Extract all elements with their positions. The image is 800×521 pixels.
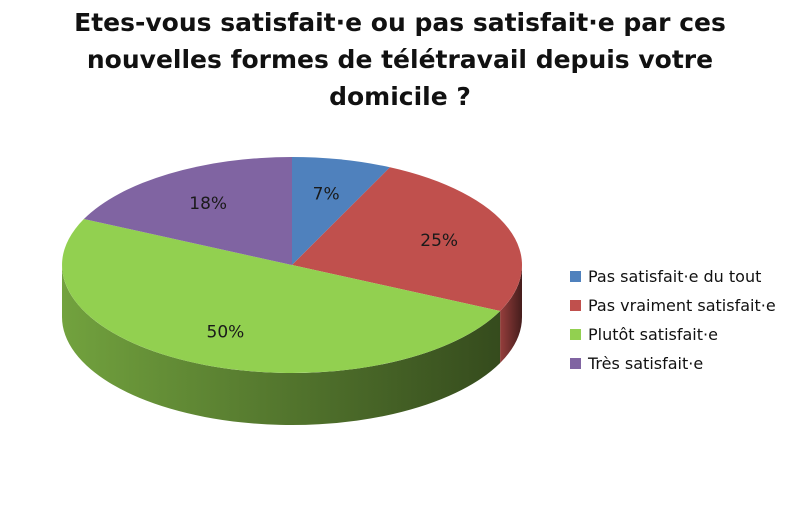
chart-title-line-2: nouvelles formes de télétravail depuis v… (86, 45, 714, 74)
data-label-tres-satisfait-e: 18% (189, 194, 227, 214)
legend-swatch (570, 271, 581, 282)
chart-title-line-1: Etes-vous satisfait·e ou pas satisfait·e… (74, 8, 726, 37)
pie-slice-plutot-satisfait-e (62, 219, 501, 373)
pie-slice-pas-satisfait-e-du-tout (292, 157, 390, 265)
pie-data-labels: 7% 25% 50% 18% (189, 184, 458, 342)
pie-side-walls (61, 265, 522, 425)
legend-item-plutot-satisfait: Plutôt satisfait·e (570, 320, 776, 349)
chart-title-line-3: domicile ? (329, 82, 471, 111)
legend-label: Très satisfait·e (588, 354, 704, 373)
chart-legend: Pas satisfait·e du tout Pas vraiment sat… (570, 262, 776, 378)
pie-side-plutot-satisfait-e (61, 265, 501, 425)
legend-item-pas-satisfait-du-tout: Pas satisfait·e du tout (570, 262, 776, 291)
legend-swatch (570, 300, 581, 311)
chart-title: Etes-vous satisfait·e ou pas satisfait·e… (40, 4, 760, 115)
data-label-pas-vraiment-satisfait-e: 25% (420, 231, 458, 251)
legend-swatch (570, 358, 581, 369)
legend-label: Pas vraiment satisfait·e (588, 296, 776, 315)
pie-slices (62, 157, 522, 373)
pie-slice-tres-satisfait-e (83, 157, 293, 265)
legend-item-tres-satisfait: Très satisfait·e (570, 349, 776, 378)
data-label-pas-satisfait-e-du-tout: 7% (313, 184, 340, 204)
legend-swatch (570, 329, 581, 340)
data-label-plutot-satisfait-e: 50% (207, 322, 245, 342)
pie-side-pas-vraiment-satisfait-e (500, 265, 522, 363)
legend-label: Pas satisfait·e du tout (588, 267, 762, 286)
pie-slice-pas-vraiment-satisfait-e (292, 167, 522, 311)
legend-label: Plutôt satisfait·e (588, 325, 718, 344)
legend-item-pas-vraiment-satisfait: Pas vraiment satisfait·e (570, 291, 776, 320)
